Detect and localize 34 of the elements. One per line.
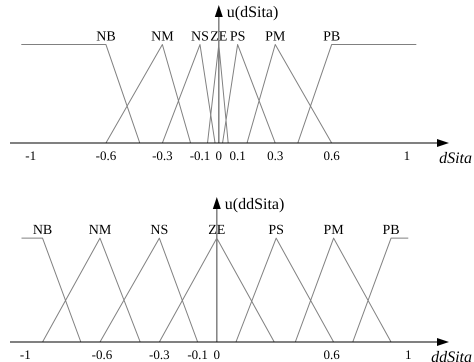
y-axis-title: u(ddSita) xyxy=(224,196,284,213)
x-tick-label: -1 xyxy=(25,148,36,164)
series-label: NS xyxy=(191,30,209,45)
x-tick-label: 0.3 xyxy=(267,148,284,164)
x-axis-title: ddSita xyxy=(431,349,472,362)
x-tick-label: 0.6 xyxy=(324,347,340,362)
x-tick-label: -0.1 xyxy=(190,148,210,164)
x-tick-label: -0.1 xyxy=(187,347,208,362)
series-label: PM xyxy=(265,30,286,45)
x-tick-label: 0 xyxy=(216,148,222,164)
series-label: PB xyxy=(323,30,340,45)
series-label: NB xyxy=(96,30,116,45)
x-axis-title: dSita xyxy=(439,150,472,167)
series-label: PS xyxy=(268,223,284,238)
x-tick-label: -0.6 xyxy=(92,347,113,362)
x-tick-label: -1 xyxy=(20,347,31,362)
series-label: ZE xyxy=(210,30,228,45)
x-tick-label: -0.3 xyxy=(152,148,173,164)
series-label: NB xyxy=(32,223,52,238)
x-tick-label: 1 xyxy=(405,347,412,362)
series-label: NM xyxy=(88,223,112,238)
y-axis-title: u(dSita) xyxy=(226,4,278,21)
series-label: PM xyxy=(323,223,344,238)
x-tick-label: 0.6 xyxy=(324,148,340,164)
series-label: NM xyxy=(151,30,174,45)
series-label: ZE xyxy=(208,223,226,238)
series-label: PB xyxy=(382,223,400,238)
x-tick-label: 0.1 xyxy=(229,148,246,164)
x-tick-label: -0.3 xyxy=(149,347,170,362)
series-label: PS xyxy=(230,30,246,45)
x-tick-label: 0 xyxy=(214,347,220,362)
series-label: NS xyxy=(150,223,168,238)
x-tick-label: 1 xyxy=(404,148,410,164)
x-tick-label: -0.6 xyxy=(96,148,117,164)
